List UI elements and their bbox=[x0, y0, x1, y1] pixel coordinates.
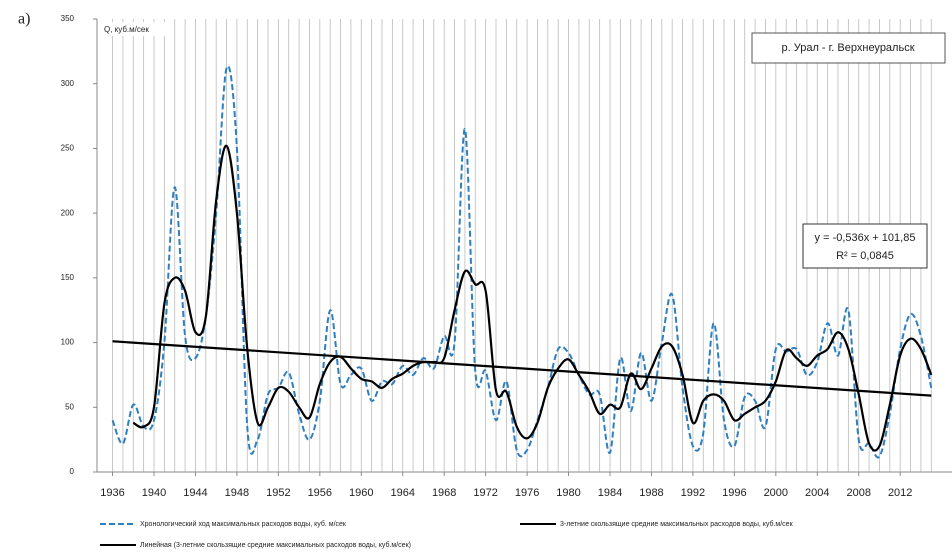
y-tick-label: 200 bbox=[61, 208, 75, 217]
x-tick-label: 1968 bbox=[432, 487, 456, 499]
x-tick-label: 2000 bbox=[764, 487, 788, 499]
y-tick-label: 250 bbox=[61, 144, 75, 153]
legend-label: Хронологический ход максимальных расходо… bbox=[140, 520, 347, 528]
x-tick-label: 1952 bbox=[266, 487, 290, 499]
x-tick-label: 1944 bbox=[183, 487, 207, 499]
y-tick-label: 350 bbox=[61, 14, 75, 23]
x-tick-label: 1988 bbox=[639, 487, 663, 499]
x-tick-label: 1956 bbox=[308, 487, 332, 499]
y-label-bg bbox=[100, 22, 166, 36]
series-line bbox=[132, 144, 933, 452]
y-tick-label: 0 bbox=[70, 467, 75, 476]
y-tick-label: 300 bbox=[61, 79, 75, 88]
x-tick-label: 1936 bbox=[100, 487, 124, 499]
equation: y = -0,536x + 101,85 bbox=[815, 232, 916, 244]
legend-label: 3-летние скользящие средние максимальных… bbox=[560, 520, 794, 528]
panel-label: а) bbox=[18, 11, 30, 28]
x-tick-label: 1940 bbox=[142, 487, 166, 499]
x-tick-label: 2004 bbox=[805, 487, 829, 499]
legend-label: Линейная (3-летние скользящие средние ма… bbox=[140, 541, 411, 549]
y-axis-label: Q, куб.м/сек bbox=[104, 25, 149, 34]
equation-box bbox=[802, 223, 928, 269]
chart-title: р. Урал - г. Верхнеуральск bbox=[781, 42, 914, 54]
trend-line bbox=[112, 340, 932, 397]
x-tick-label: 1996 bbox=[722, 487, 746, 499]
x-tick-label: 1948 bbox=[225, 487, 249, 499]
x-tick-label: 1964 bbox=[390, 487, 414, 499]
title-box bbox=[751, 32, 946, 64]
y-tick-label: 100 bbox=[61, 338, 75, 347]
x-tick-label: 2008 bbox=[846, 487, 870, 499]
x-tick-label: 1984 bbox=[598, 487, 622, 499]
x-tick-label: 2012 bbox=[888, 487, 912, 499]
y-tick-label: 50 bbox=[65, 402, 74, 411]
x-tick-label: 1972 bbox=[473, 487, 497, 499]
series-line bbox=[111, 65, 933, 459]
x-tick-label: 1960 bbox=[349, 487, 373, 499]
r-squared: R² = 0,0845 bbox=[836, 250, 894, 262]
x-tick-label: 1992 bbox=[681, 487, 705, 499]
y-tick-label: 150 bbox=[61, 273, 75, 282]
x-tick-label: 1980 bbox=[556, 487, 580, 499]
x-tick-label: 1976 bbox=[515, 487, 539, 499]
